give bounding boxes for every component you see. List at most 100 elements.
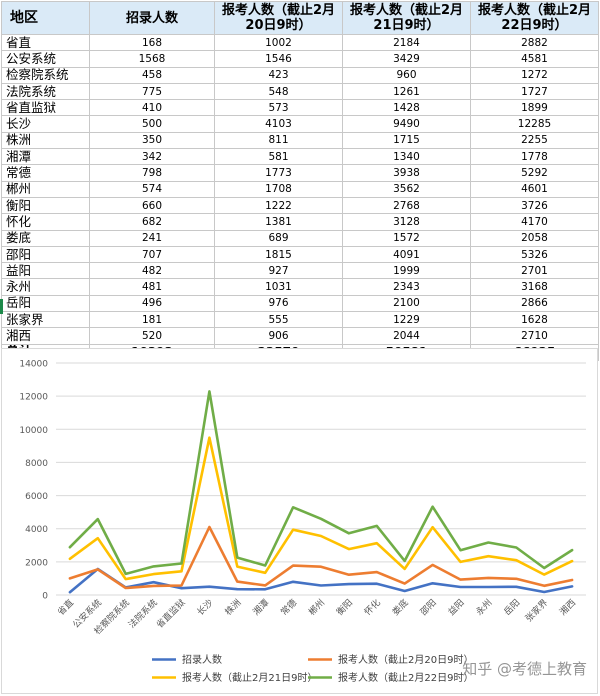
table-row: 检察院系统 458 423 960 1272 <box>1 66 599 84</box>
x-tick-label: 岳阳 <box>501 597 522 618</box>
x-tick-label: 省直监狱 <box>154 597 188 631</box>
table-row: 娄底 241 689 1572 2058 <box>1 229 599 247</box>
value-cell: 342 <box>89 148 215 166</box>
value-cell: 548 <box>214 82 343 101</box>
value-cell: 3168 <box>470 278 599 296</box>
table-row: 衡阳 660 1222 2768 3726 <box>1 196 599 215</box>
value-cell: 811 <box>214 131 343 150</box>
y-tick-label: 4000 <box>25 525 48 535</box>
header-region: 地区 <box>1 1 90 35</box>
x-tick-label: 常德 <box>278 597 299 618</box>
value-cell: 168 <box>89 33 215 52</box>
value-cell: 3938 <box>342 164 471 182</box>
table-row: 岳阳 496 976 2100 2866 <box>1 294 599 313</box>
table-row: 省直监狱 410 573 1428 1899 <box>1 99 599 117</box>
x-tick-label: 郴州 <box>306 597 327 618</box>
x-tick-label: 湘西 <box>557 597 578 618</box>
value-cell: 4091 <box>342 245 471 264</box>
value-cell: 2343 <box>342 278 471 296</box>
region-cell: 郴州 <box>1 180 90 198</box>
x-tick-label: 娄底 <box>390 597 411 618</box>
table-row: 省直 168 1002 2184 2882 <box>1 33 599 52</box>
series-line-1 <box>68 525 574 590</box>
value-cell: 3429 <box>342 50 471 68</box>
region-cell: 公安系统 <box>1 50 90 68</box>
x-tick-label: 湘潭 <box>250 597 271 618</box>
series-line-3 <box>68 390 574 576</box>
table-row: 株洲 350 811 1715 2255 <box>1 131 599 150</box>
table-row: 湘潭 342 581 1340 1778 <box>1 148 599 166</box>
x-tick-label: 永州 <box>473 597 494 618</box>
value-cell: 1546 <box>214 50 343 68</box>
value-cell: 2044 <box>342 327 471 345</box>
value-cell: 2866 <box>470 294 599 313</box>
region-cell: 检察院系统 <box>1 66 90 84</box>
region-cell: 湘西 <box>1 327 90 345</box>
table-row: 张家界 181 555 1229 1628 <box>1 311 599 329</box>
header-applicants-0220: 报考人数（截止2月20日9时） <box>214 1 343 35</box>
x-tick-label: 株洲 <box>222 597 243 618</box>
table-row: 永州 481 1031 2343 3168 <box>1 278 599 296</box>
value-cell: 1773 <box>214 164 343 182</box>
table-row: 常德 798 1773 3938 5292 <box>1 164 599 182</box>
value-cell: 458 <box>89 66 215 84</box>
data-table: 地区 招录人数 报考人数（截止2月20日9时） 报考人数（截止2月21日9时） … <box>1 1 599 361</box>
value-cell: 4601 <box>470 180 599 198</box>
region-cell: 衡阳 <box>1 196 90 215</box>
legend-label: 报考人数（截止2月20日9时） <box>338 653 473 666</box>
y-tick-label: 10000 <box>19 426 48 436</box>
table-row: 法院系统 775 548 1261 1727 <box>1 82 599 101</box>
value-cell: 2768 <box>342 196 471 215</box>
x-tick-label: 长沙 <box>194 597 215 618</box>
table-body: 省直 168 1002 2184 2882 公安系统 1568 1546 3429 4581 检察院… <box>1 33 599 361</box>
value-cell: 1272 <box>470 66 599 84</box>
value-cell: 3128 <box>342 213 471 231</box>
value-cell: 350 <box>89 131 215 150</box>
header-applicants-0221: 报考人数（截止2月21日9时） <box>342 1 471 35</box>
value-cell: 2100 <box>342 294 471 313</box>
value-cell: 1002 <box>214 33 343 52</box>
y-tick-label: 14000 <box>19 360 48 370</box>
value-cell: 423 <box>214 66 343 84</box>
region-cell: 株洲 <box>1 131 90 150</box>
line-chart: 0 2000 4000 6000 8000 10000 12000 14000 省直 公安系统 检察… <box>1 348 598 694</box>
table-row: 公安系统 1568 1546 3429 4581 <box>1 50 599 68</box>
region-cell: 岳阳 <box>1 294 90 313</box>
value-cell: 555 <box>214 311 343 329</box>
value-cell: 2058 <box>470 229 599 247</box>
value-cell: 1261 <box>342 82 471 101</box>
value-cell: 410 <box>89 99 215 117</box>
region-cell: 省直监狱 <box>1 99 90 117</box>
table-row: 益阳 482 927 1999 2701 <box>1 262 599 280</box>
value-cell: 660 <box>89 196 215 215</box>
x-tick-label: 法院系统 <box>126 597 160 631</box>
value-cell: 682 <box>89 213 215 231</box>
value-cell: 1999 <box>342 262 471 280</box>
header-applicants-0222: 报考人数（截止2月22日9时） <box>470 1 599 35</box>
value-cell: 1340 <box>342 148 471 166</box>
value-cell: 1222 <box>214 196 343 215</box>
region-cell: 省直 <box>1 33 90 52</box>
value-cell: 573 <box>214 99 343 117</box>
value-cell: 2882 <box>470 33 599 52</box>
table-row: 长沙 500 4103 9490 12285 <box>1 115 599 133</box>
value-cell: 574 <box>89 180 215 198</box>
value-cell: 906 <box>214 327 343 345</box>
value-cell: 1229 <box>342 311 471 329</box>
y-tick-label: 2000 <box>25 558 48 568</box>
legend-label: 报考人数（截止2月21日9时） <box>182 671 317 684</box>
value-cell: 1708 <box>214 180 343 198</box>
y-tick-label: 6000 <box>25 492 48 502</box>
table-row: 怀化 682 1381 3128 4170 <box>1 213 599 231</box>
value-cell: 3562 <box>342 180 471 198</box>
value-cell: 1899 <box>470 99 599 117</box>
value-cell: 1381 <box>214 213 343 231</box>
value-cell: 482 <box>89 262 215 280</box>
value-cell: 1715 <box>342 131 471 150</box>
value-cell: 707 <box>89 245 215 264</box>
x-tick-label: 怀化 <box>362 597 383 618</box>
region-cell: 永州 <box>1 278 90 296</box>
region-cell: 邵阳 <box>1 245 90 264</box>
region-cell: 怀化 <box>1 213 90 231</box>
value-cell: 496 <box>89 294 215 313</box>
